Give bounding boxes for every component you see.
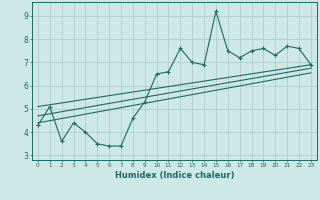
X-axis label: Humidex (Indice chaleur): Humidex (Indice chaleur) — [115, 171, 234, 180]
